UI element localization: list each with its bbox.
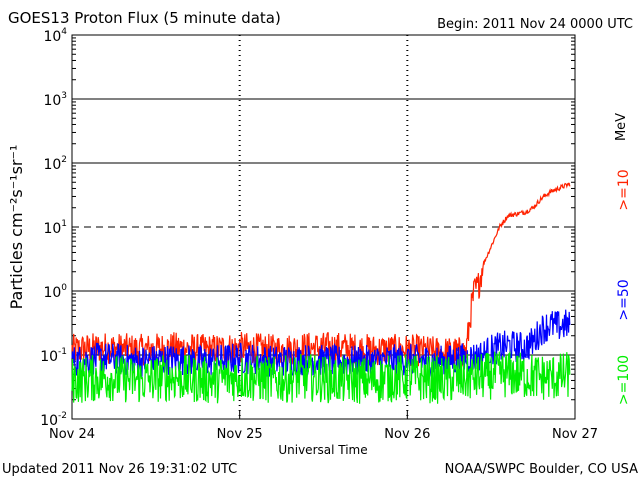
- chart-legend: >=10 >=50 >=100 MeV: [614, 113, 632, 405]
- begin-time: Begin: 2011 Nov 24 0000 UTC: [437, 17, 633, 32]
- x-tick-label: Nov 26: [384, 427, 430, 442]
- source-credit: NOAA/SWPC Boulder, CO USA: [445, 462, 638, 477]
- y-tick-label: 10-2: [40, 411, 67, 429]
- x-tick-label: Nov 27: [552, 427, 598, 442]
- legend-unit-label: MeV: [614, 113, 629, 141]
- y-tick-label: 103: [43, 91, 67, 109]
- y-tick-label: 102: [43, 155, 67, 173]
- x-axis-ticks: Nov 24 Nov 25 Nov 26 Nov 27: [49, 411, 598, 442]
- y-tick-label: 104: [43, 27, 67, 45]
- legend-label: >=100: [616, 355, 632, 405]
- y-axis-label: Particles cm⁻²s⁻¹sr⁻¹: [7, 145, 26, 310]
- updated-time: Updated 2011 Nov 26 19:31:02 UTC: [2, 462, 237, 477]
- chart-title: GOES13 Proton Flux (5 minute data): [8, 9, 281, 27]
- x-axis-label: Universal Time: [278, 443, 367, 457]
- series-line: [71, 351, 571, 404]
- x-tick-label: Nov 24: [49, 427, 95, 442]
- legend-label: >=50: [616, 279, 632, 320]
- y-tick-label: 10-1: [40, 347, 67, 365]
- series-lines: [71, 182, 571, 404]
- y-tick-label: 101: [43, 219, 67, 237]
- y-tick-label: 100: [43, 283, 67, 301]
- legend-label: >=10: [616, 169, 632, 210]
- x-tick-label: Nov 25: [217, 427, 263, 442]
